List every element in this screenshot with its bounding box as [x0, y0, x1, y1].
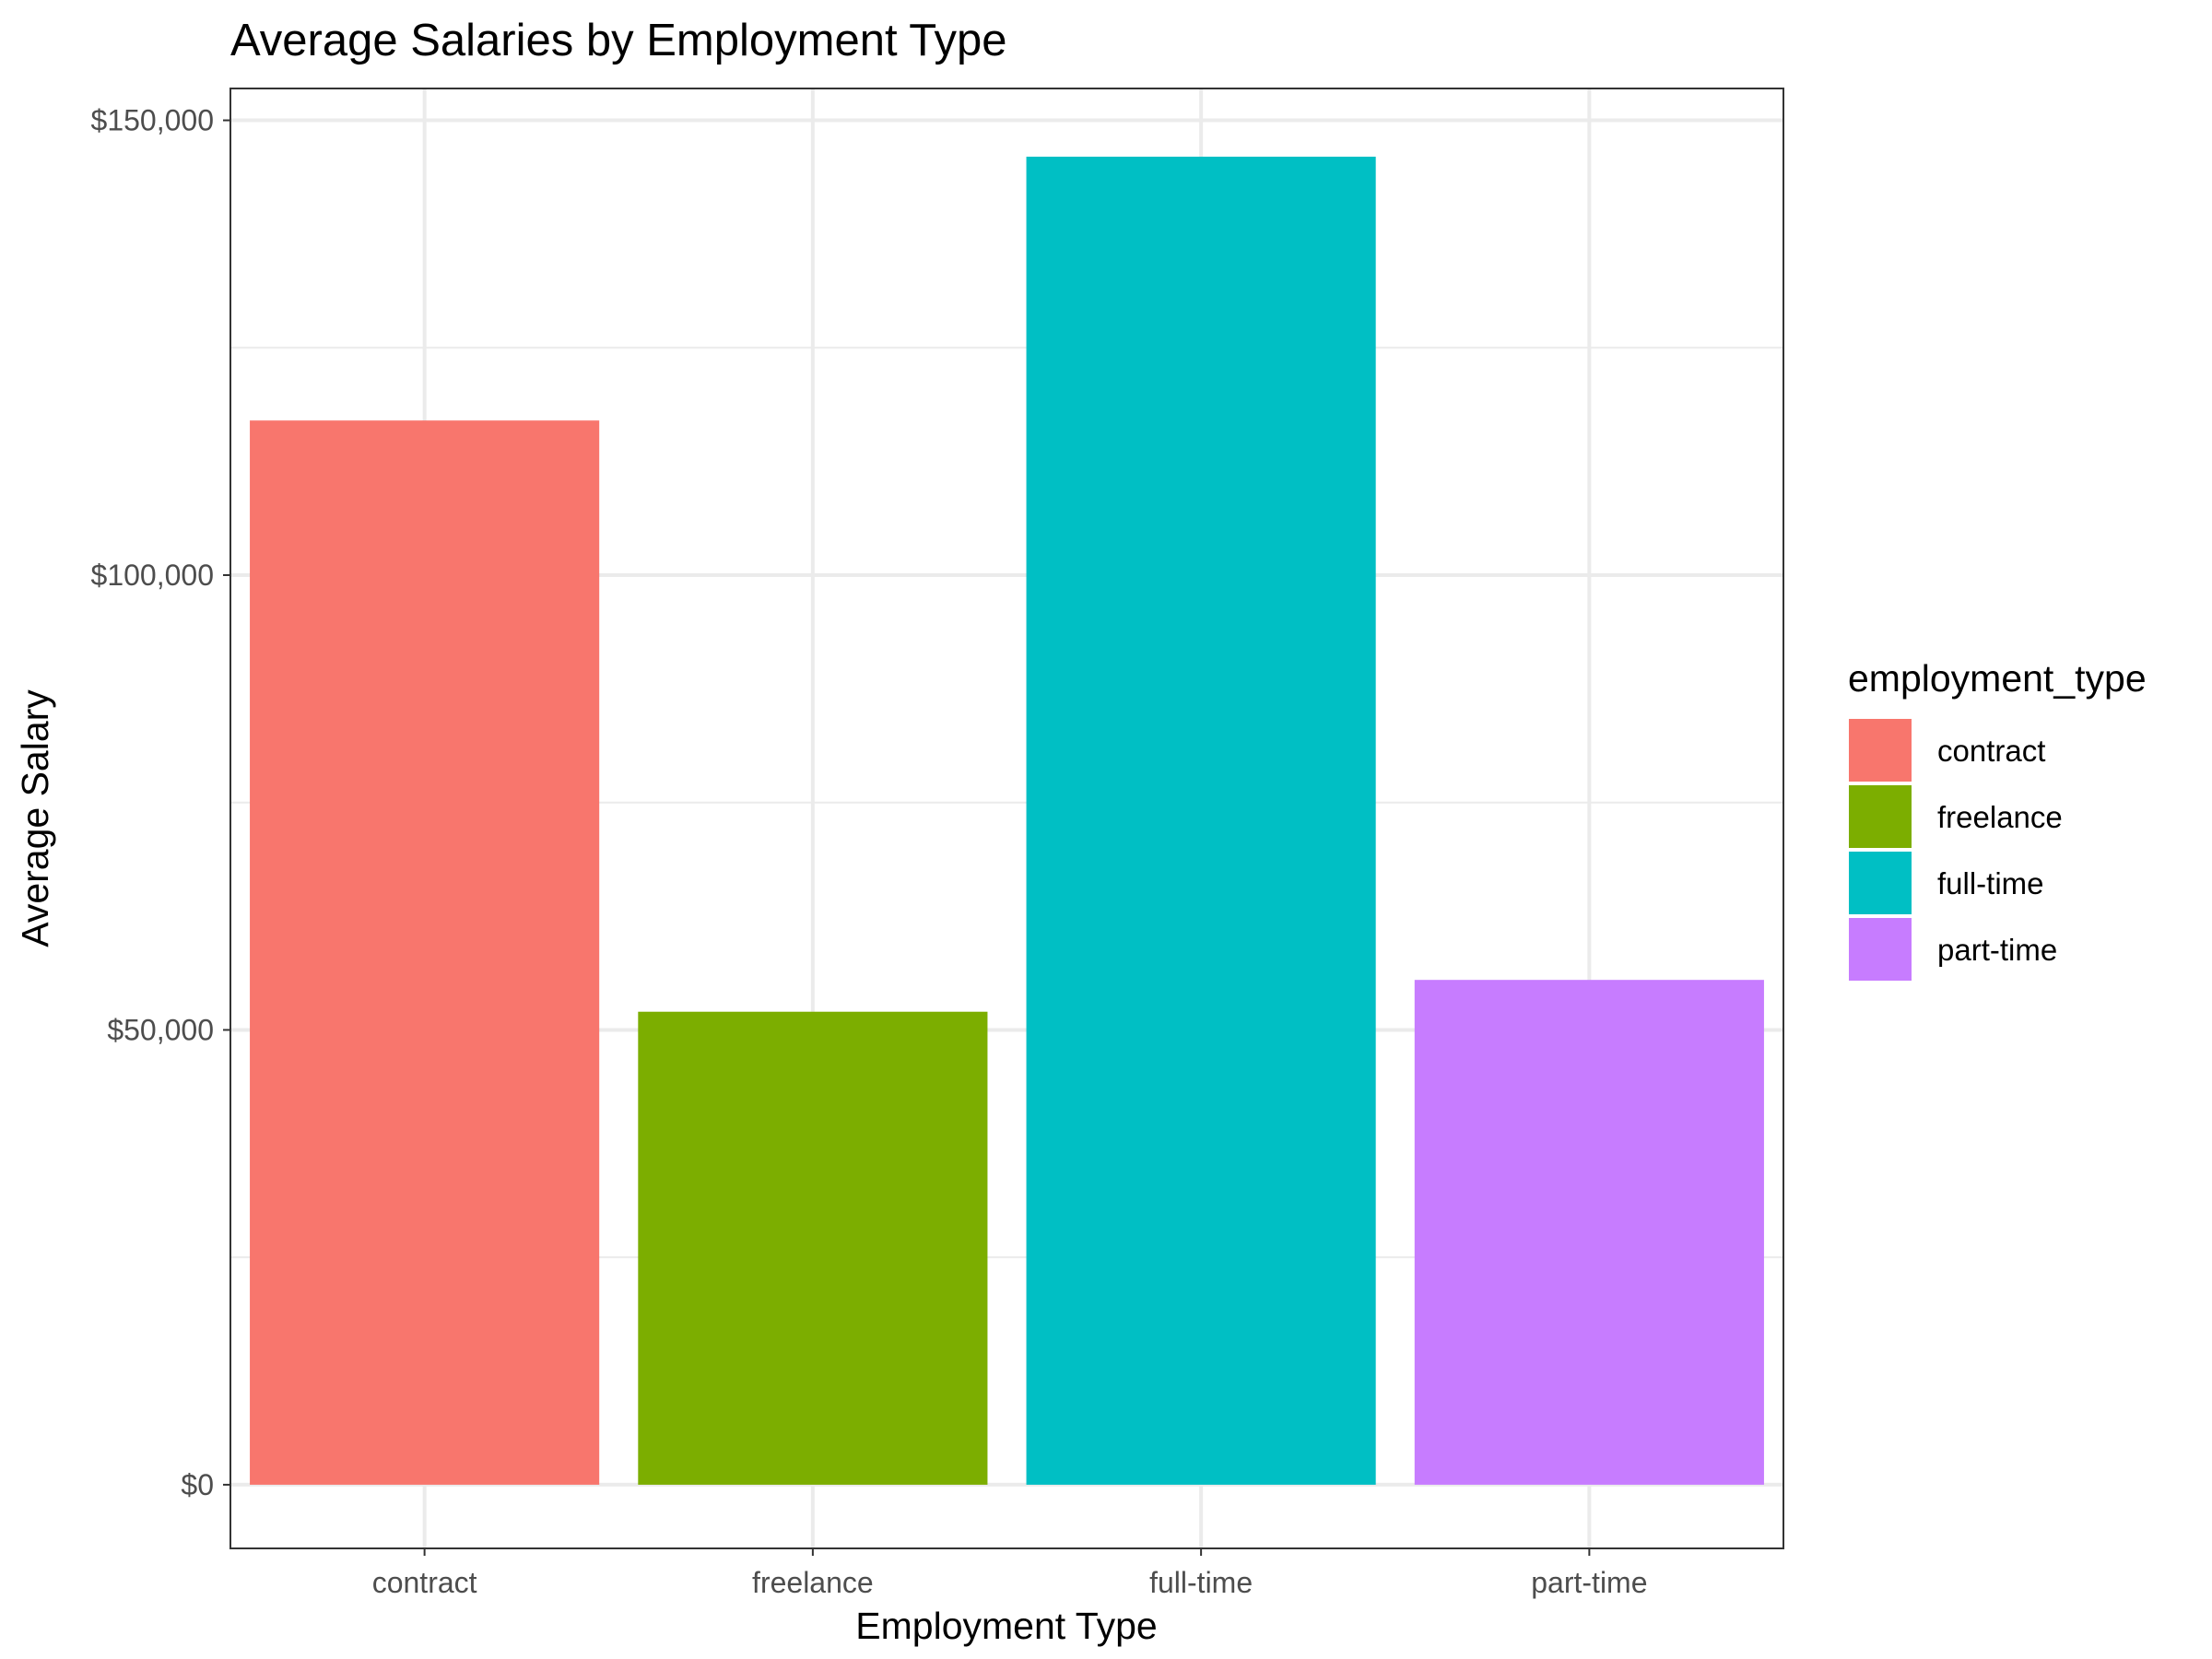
x-tick-label: contract [372, 1566, 477, 1599]
legend-key-part-time [1849, 918, 1912, 981]
x-axis-ticks: contract freelance full-time part-time [372, 1548, 1648, 1599]
x-tick-label: freelance [752, 1566, 874, 1599]
x-axis-title: Employment Type [855, 1605, 1157, 1647]
bar-contract [250, 420, 600, 1485]
bar-full-time [1026, 157, 1376, 1485]
y-tick-label: $150,000 [91, 104, 214, 137]
legend: employment_type contract freelance full-ti… [1848, 657, 2147, 981]
legend-label: contract [1937, 734, 2045, 768]
legend-key-freelance [1849, 785, 1912, 848]
legend-items: contract freelance full-time part-time [1849, 719, 2063, 981]
y-axis-title: Average Salary [14, 689, 56, 947]
x-tick-label: full-time [1149, 1566, 1253, 1599]
bar-freelance [638, 1011, 988, 1485]
chart-title: Average Salaries by Employment Type [230, 16, 1007, 65]
legend-key-full-time [1849, 852, 1912, 914]
y-tick-label: $100,000 [91, 559, 214, 592]
legend-key-contract [1849, 719, 1912, 782]
legend-title: employment_type [1848, 657, 2147, 700]
bars [250, 157, 1764, 1485]
legend-label: full-time [1937, 866, 2044, 900]
x-tick-label: part-time [1531, 1566, 1647, 1599]
legend-label: part-time [1937, 933, 2057, 967]
bar-part-time [1414, 980, 1764, 1485]
y-axis-ticks: $0 $50,000 $100,000 $150,000 [91, 104, 230, 1501]
legend-label: freelance [1937, 800, 2063, 834]
plot-panel-border [229, 88, 1784, 1549]
y-tick-label: $0 [181, 1468, 214, 1501]
y-tick-label: $50,000 [107, 1013, 214, 1046]
